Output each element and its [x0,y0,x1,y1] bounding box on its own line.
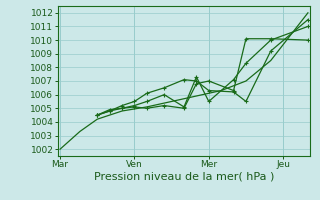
X-axis label: Pression niveau de la mer( hPa ): Pression niveau de la mer( hPa ) [94,172,274,182]
